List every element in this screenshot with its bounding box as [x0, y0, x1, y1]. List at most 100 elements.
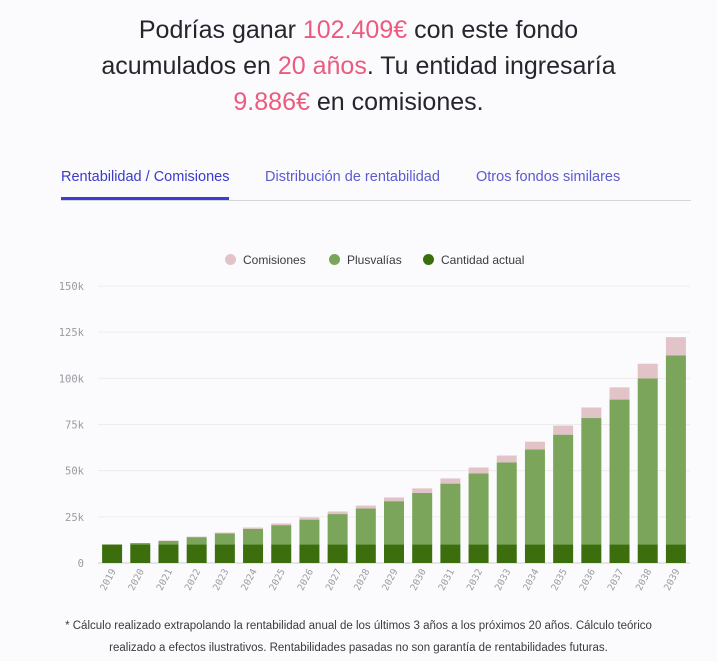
bar-comisiones	[524, 441, 545, 450]
headline-text: . Tu entidad ingresaría	[366, 52, 616, 80]
bar-cantidad-actual	[524, 544, 545, 563]
legend-item-comisiones[interactable]: Comisiones	[225, 253, 306, 267]
x-tick-label: 2028	[352, 567, 373, 593]
bar-cantidad-actual	[102, 544, 123, 563]
bar-plusvalias	[355, 508, 376, 545]
x-tick-label: 2027	[324, 567, 344, 592]
bar-comisiones	[553, 425, 574, 435]
headline: Podrías ganar 102.409€ con este fondo ac…	[0, 12, 717, 120]
bar-plusvalias	[665, 355, 686, 545]
bar-cantidad-actual	[214, 544, 235, 563]
headline-text: en comisiones.	[309, 88, 484, 116]
bar-plusvalias	[524, 449, 545, 545]
headline-amount: 102.409€	[302, 16, 408, 44]
bar-cantidad-actual	[158, 544, 179, 563]
bar-plusvalias	[440, 483, 461, 545]
bar-cantidad-actual	[243, 544, 264, 563]
bar-comisiones	[158, 540, 179, 541]
x-tick-label: 2022	[183, 567, 203, 592]
bar-comisiones	[214, 532, 235, 534]
bar-cantidad-actual	[468, 544, 489, 563]
legend-item-cantidad-actual[interactable]: Cantidad actual	[423, 253, 524, 267]
x-tick-label: 2037	[606, 567, 626, 592]
bar-plusvalias	[158, 540, 179, 545]
bar-plusvalias	[299, 519, 320, 545]
x-tick-label: 2029	[380, 567, 401, 593]
bar-plusvalias	[271, 525, 292, 545]
footnote-line-2: realizado a efectos ilustrativos. Rentab…	[109, 642, 608, 654]
footnote: * Cálculo realizado extrapolando la rent…	[0, 615, 717, 659]
bar-plusvalias	[412, 492, 433, 545]
plusvalias-dot-icon	[329, 254, 340, 265]
bar-cantidad-actual	[327, 544, 348, 563]
bar-cantidad-actual	[271, 544, 292, 563]
y-tick-label: 150k	[59, 281, 85, 293]
bar-cantidad-actual	[496, 544, 517, 563]
bar-comisiones	[665, 337, 686, 356]
tab-distribucion-rentabilidad[interactable]: Distribución de rentabilidad	[265, 169, 440, 185]
bar-plusvalias	[384, 501, 404, 545]
y-tick-label: 25k	[65, 512, 85, 524]
bar-plusvalias	[186, 537, 207, 545]
stacked-bar-chart: 0 25k 50k 75k 100k 125k 150k 2019 2020 2021 2022 20…	[59, 281, 690, 593]
legend-label: Comisiones	[243, 253, 306, 267]
tab-bar: Rentabilidad / Comisiones Distribución d…	[61, 160, 691, 201]
x-tick-label: 2034	[521, 567, 542, 593]
bar-cantidad-actual	[384, 544, 404, 563]
y-tick-label: 0	[78, 558, 84, 570]
y-tick-label: 100k	[59, 373, 85, 385]
x-tick-label: 2024	[239, 567, 260, 593]
footnote-line-1: * Cálculo realizado extrapolando la rent…	[65, 620, 652, 632]
bar-plusvalias	[609, 399, 630, 545]
x-tick-label: 2031	[437, 567, 458, 593]
bar-plusvalias	[496, 462, 517, 545]
legend-item-plusvalias[interactable]: Plusvalías	[329, 253, 402, 267]
bar-plusvalias	[468, 473, 489, 545]
tab-rentabilidad-comisiones[interactable]: Rentabilidad / Comisiones	[61, 169, 230, 185]
bar-comisiones	[271, 523, 292, 526]
x-tick-label: 2026	[296, 567, 317, 593]
comisiones-dot-icon	[225, 254, 236, 265]
bar-cantidad-actual	[440, 544, 461, 563]
chart-legend: Comisiones Plusvalías Cantidad actual	[0, 253, 717, 271]
bar-comisiones	[581, 407, 602, 419]
bar-cantidad-actual	[299, 544, 320, 563]
x-tick-label: 2021	[155, 567, 176, 593]
bar-cantidad-actual	[186, 544, 207, 563]
headline-line-1: Podrías ganar 102.409€ con este fondo	[0, 12, 717, 48]
bar-comisiones	[186, 536, 207, 538]
bar-comisiones	[637, 363, 658, 379]
bar-cantidad-actual	[665, 544, 686, 563]
bar-plusvalias	[243, 528, 264, 545]
headline-text: Podrías ganar	[138, 16, 303, 44]
bar-cantidad-actual	[355, 544, 376, 563]
headline-years: 20 años	[277, 52, 367, 80]
y-tick-label: 125k	[59, 327, 85, 339]
cantidad-actual-dot-icon	[423, 254, 434, 265]
bar-cantidad-actual	[412, 544, 433, 563]
bar-cantidad-actual	[609, 544, 630, 563]
bar-cantidad-actual	[637, 544, 658, 563]
x-tick-label: 2030	[408, 567, 429, 593]
bar-plusvalias	[130, 543, 151, 545]
bar-cantidad-actual	[553, 544, 574, 563]
y-tick-label: 50k	[65, 466, 85, 478]
active-tab-indicator	[61, 197, 229, 200]
headline-text: acumulados en	[101, 52, 278, 80]
bar-plusvalias	[553, 434, 574, 545]
legend-label: Plusvalías	[347, 253, 402, 267]
bar-cantidad-actual	[130, 544, 151, 563]
bar-cantidad-actual	[581, 544, 602, 563]
headline-text: con este fondo	[407, 16, 579, 44]
x-tick-label: 2035	[549, 567, 569, 592]
bar-comisiones	[355, 505, 376, 509]
x-tick-label: 2020	[126, 567, 147, 593]
headline-line-3: 9.886€ en comisiones.	[0, 84, 717, 120]
x-tick-label: 2033	[493, 567, 513, 592]
bar-plusvalias	[214, 533, 235, 545]
headline-line-2: acumulados en 20 años. Tu entidad ingres…	[0, 48, 717, 84]
x-tick-label: 2039	[662, 567, 683, 593]
tab-otros-fondos[interactable]: Otros fondos similares	[476, 169, 621, 185]
bar-comisiones	[384, 497, 404, 502]
headline-fees: 9.886€	[233, 88, 310, 116]
